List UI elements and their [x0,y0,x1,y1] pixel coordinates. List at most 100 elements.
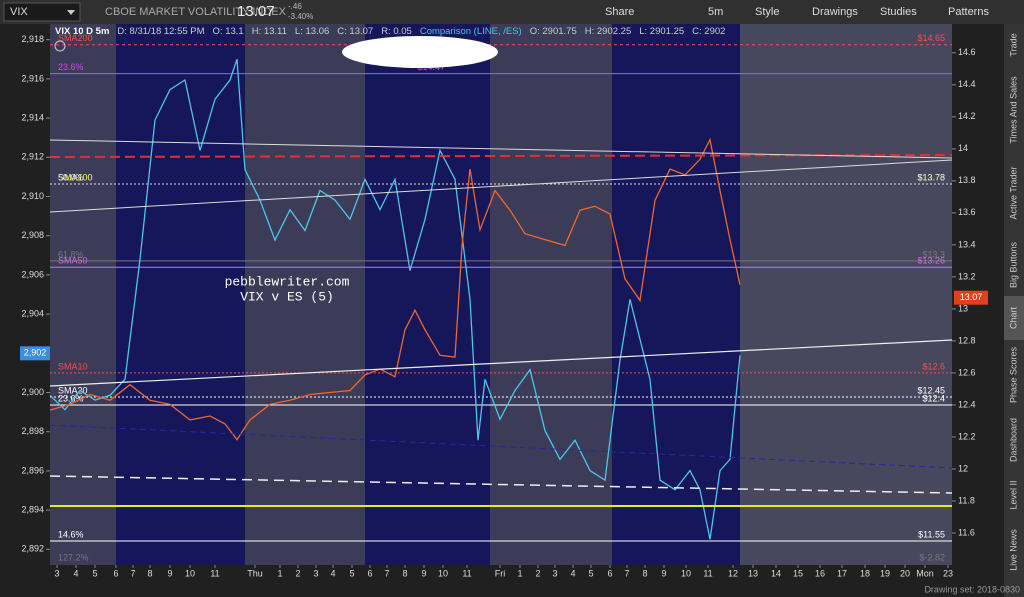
toolbar-button[interactable]: Patterns [948,6,989,18]
side-tab[interactable]: Times And Sales [1008,76,1018,144]
toolbar-button[interactable]: Drawings [812,6,858,18]
x-tick-label: 8 [147,568,152,578]
x-tick-label: 19 [880,568,890,578]
y2-tick-label: 13.8 [958,175,976,185]
y2-tick-label: 12.8 [958,335,976,345]
left-axis-bg [0,24,50,565]
symbol-box[interactable] [3,2,81,22]
side-tab[interactable]: Dashboard [1008,418,1018,462]
x-tick-label: 11 [462,568,471,578]
x-tick-label: 3 [54,568,59,578]
x-tick-label: 13 [748,568,758,578]
y-tick-label: 2,910 [21,191,44,201]
x-tick-label: Mon [916,568,934,578]
level-label: $13.78 [917,172,945,182]
y2-tick-label: 13.4 [958,239,976,249]
x-tick-label: 15 [793,568,803,578]
y2-tick-label: 11.8 [958,495,975,505]
level-name: SMA200 [58,33,93,43]
alert-icon [54,40,66,52]
level-name: SMA20 [58,385,88,395]
y-tick-label: 2,896 [21,465,44,475]
toolbar-button[interactable]: Style [755,6,779,18]
side-tab[interactable]: Level II [1008,480,1018,509]
x-tick-label: 5 [349,568,354,578]
side-tab[interactable]: Trade [1008,33,1018,56]
y2-tick-label: 14.2 [958,111,976,121]
y-tick-label: 2,912 [21,152,44,162]
header-field: C: 2902 [692,26,725,37]
side-tab[interactable]: Live News [1008,529,1018,571]
x-tick-label: 10 [681,568,691,578]
x-tick-label: 4 [73,568,78,578]
trend-line [49,339,953,387]
x-tick-label: 14 [771,568,781,578]
level-label: $13.3 [922,249,945,259]
y-tick-label: 2,914 [21,112,44,122]
level-label: $12.6 [922,361,945,371]
x-tick-label: 18 [860,568,870,578]
toolbar-button[interactable]: 5m [708,6,723,18]
side-tab[interactable]: Phase Scores [1008,346,1018,403]
future-band [740,24,952,565]
header-field: O: 2901.75 [530,26,577,37]
level-label: $11.55 [918,529,945,539]
last-es-badge [20,346,50,361]
session-band [612,24,740,565]
level-name: 127.2% [58,552,89,562]
side-tab[interactable]: Chart [1008,307,1018,330]
y2-tick-label: 12 [958,463,968,473]
toolbar-button[interactable]: Share [605,6,634,18]
x-tick-label: 4 [330,568,335,578]
y-tick-label: 2,898 [21,426,44,436]
x-tick-label: 6 [607,568,612,578]
toolbar-button[interactable]: Studies [880,6,917,18]
change: -.46 [288,2,302,11]
header-field: L: 13.06 [295,26,329,37]
level-name: SMA10 [58,361,88,371]
last-es-label: 2,902 [24,348,47,358]
symbol: VIX [10,6,28,18]
trend-line [49,159,953,213]
side-tab[interactable]: Active Trader [1008,166,1018,219]
x-tick-label: 5 [588,568,593,578]
x-tick-label: 7 [384,568,389,578]
level-label: $12.45 [917,385,945,395]
x-tick-label: 23 [943,568,953,578]
level-name: 61.8% [58,249,84,259]
last-vix-label: 13.07 [960,292,983,302]
header-field: H: 13.11 [252,26,287,37]
x-tick-label: 9 [167,568,172,578]
x-tick-label: 16 [815,568,825,578]
x-tick-label: 6 [113,568,118,578]
y2-tick-label: 13.6 [958,207,976,217]
x-tick-label: 12 [728,568,738,578]
side-tab[interactable]: Big Buttons [1008,241,1018,288]
level-name: SMA100 [58,172,93,182]
x-tick-label: 7 [130,568,135,578]
header-field: R: 0.05 [381,26,412,37]
x-tick-label: 8 [642,568,647,578]
x-tick-label: 10 [185,568,195,578]
x-tick-label: 2 [535,568,540,578]
x-tick-label: Thu [247,568,263,578]
y-tick-label: 2,906 [21,269,44,279]
header-field: VIX 10 D 5m [55,26,109,37]
watermark: VIX v ES (5) [240,289,334,304]
x-tick-label: 7 [624,568,629,578]
x-tick-label: 20 [900,568,910,578]
y-tick-label: 2,894 [21,504,44,514]
x-tick-label: 3 [313,568,318,578]
x-tick-label: 17 [837,568,847,578]
y2-tick-label: 13.2 [958,271,976,281]
y-tick-label: 2,916 [21,73,44,83]
header-field: L: 2901.25 [639,26,684,37]
change-pct: -3.40% [288,12,313,21]
y2-tick-label: 13 [958,303,968,313]
y2-tick-label: 12.4 [958,399,976,409]
level-label: $-2.82 [919,552,945,562]
header-field: Comparison (LINE, /ES) [420,26,522,37]
x-tick-label: 6 [367,568,372,578]
level-name: 50.0% [58,172,84,182]
